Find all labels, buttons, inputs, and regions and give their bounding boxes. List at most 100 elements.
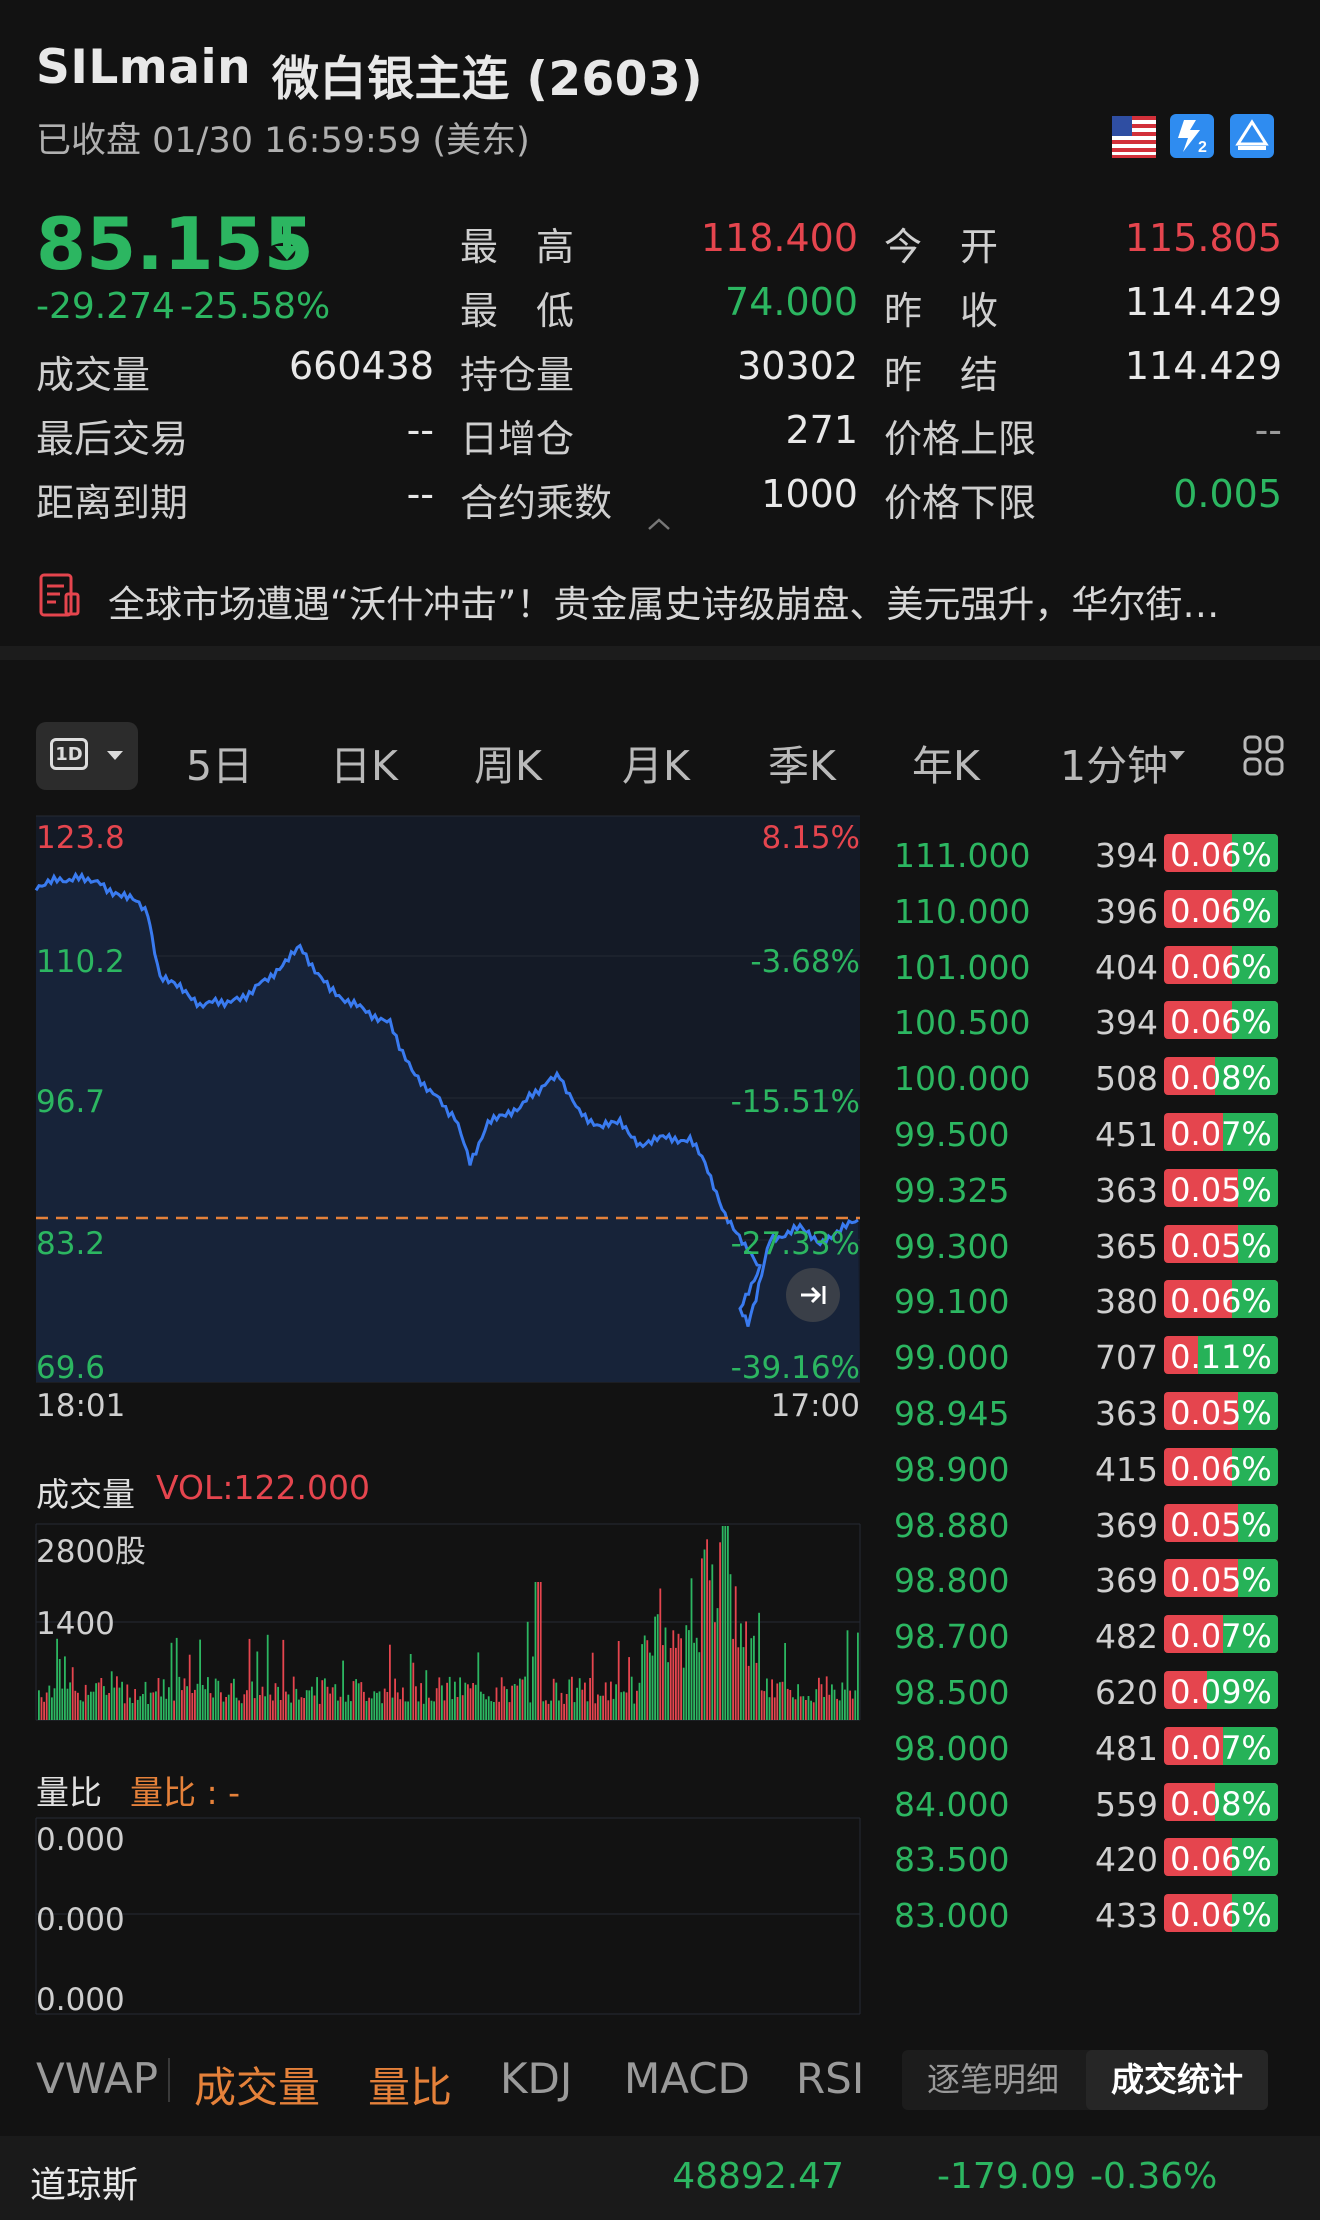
trade-stat-price: 100.500 (894, 1003, 1031, 1043)
volume-bar (818, 1677, 820, 1720)
volume-bar (589, 1678, 591, 1720)
volume-bar (615, 1684, 617, 1720)
trade-stat-price: 99.000 (894, 1338, 1010, 1378)
volume-bar (578, 1678, 581, 1720)
trade-stat-row: 83.000 433 0.06% (880, 1890, 1290, 1938)
tab-kdj[interactable]: KDJ (500, 2054, 573, 2103)
volume-bar (389, 1644, 391, 1720)
collapse-arrow-icon[interactable] (646, 516, 672, 536)
tab-monthly-k[interactable]: 月K (622, 742, 690, 790)
tab-volume-ratio[interactable]: 量比 (368, 2063, 453, 2112)
ratio-chart[interactable] (0, 1814, 870, 2018)
volume-bar (259, 1695, 261, 1720)
volume-bar (264, 1696, 266, 1720)
volume-bar (766, 1678, 768, 1720)
volume-bar (656, 1614, 659, 1720)
volume-bar (448, 1676, 451, 1720)
ticker-change: -179.09 (937, 2156, 1076, 2197)
volume-bar (235, 1697, 238, 1720)
period-selector[interactable]: 1D (36, 722, 138, 790)
volume-bar (238, 1700, 240, 1720)
volume-bar (363, 1691, 365, 1720)
tab-quarterly-k[interactable]: 季K (768, 742, 836, 790)
exchange-icon[interactable] (1230, 114, 1274, 158)
tab-trade-stats[interactable]: 成交统计 (1086, 2050, 1268, 2110)
trade-stat-pct: 0.06% (1170, 836, 1272, 872)
tab-rsi[interactable]: RSI (796, 2054, 865, 2103)
stat-value-open: 115.805 (1124, 216, 1282, 260)
tab-weekly-k[interactable]: 周K (474, 742, 542, 790)
volume-bar (677, 1633, 680, 1720)
volume-bar (654, 1616, 656, 1720)
section-divider (0, 646, 1320, 660)
volume-bar (162, 1679, 165, 1720)
volume-bar (147, 1704, 149, 1720)
jump-to-latest-icon[interactable] (786, 1268, 840, 1322)
volume-bar (456, 1697, 459, 1720)
price-chart[interactable] (0, 810, 870, 1430)
trade-stat-row: 98.700 482 0.07% (880, 1611, 1290, 1659)
volume-bar (251, 1681, 253, 1720)
volume-bar (209, 1693, 212, 1720)
volume-bar (472, 1683, 474, 1720)
volume-bar (586, 1701, 589, 1720)
tab-macd[interactable]: MACD (624, 2054, 750, 2103)
volume-bar (129, 1697, 131, 1720)
trade-stat-price: 100.000 (894, 1059, 1031, 1099)
level2-icon[interactable]: 2 (1170, 114, 1214, 158)
trade-stat-bar-fill (1223, 1113, 1278, 1151)
trade-stat-bar-fill (1238, 1224, 1278, 1263)
index-ticker-bar[interactable]: 道琼斯 48892.47 -179.09 -0.36% (0, 2136, 1320, 2220)
volume-chart[interactable] (0, 1520, 870, 1726)
volume-bar (513, 1684, 516, 1720)
volume-bar (797, 1684, 799, 1720)
tab-daily-k[interactable]: 日K (330, 742, 398, 790)
volume-bar (537, 1582, 539, 1720)
volume-bar (758, 1612, 760, 1720)
tab-volume[interactable]: 成交量 (194, 2063, 321, 2112)
volume-bar (459, 1677, 461, 1720)
trade-stat-bar: 0.08% (1164, 1782, 1278, 1821)
volume-bar (103, 1686, 105, 1720)
volume-bar (149, 1692, 152, 1720)
volume-bar (773, 1697, 776, 1720)
volume-bar (693, 1642, 695, 1720)
volume-bar (282, 1639, 285, 1720)
trade-stat-bar: 0.08% (1164, 1057, 1278, 1096)
trade-stat-row: 100.000 508 0.08% (880, 1053, 1290, 1101)
volume-bar (552, 1678, 555, 1720)
volume-bar (854, 1690, 857, 1720)
volume-bar (493, 1702, 495, 1720)
trade-stat-pct: 0.06% (1170, 1840, 1272, 1877)
trade-stat-bar-fill (1238, 1392, 1278, 1430)
tab-1min[interactable]: 1分钟 (1060, 742, 1169, 790)
tab-tick-detail[interactable]: 逐笔明细 (927, 2060, 1059, 2099)
volume-bar (659, 1588, 662, 1720)
volume-bar (490, 1701, 493, 1720)
tab-vwap[interactable]: VWAP (36, 2054, 159, 2103)
tab-5day[interactable]: 5日 (186, 742, 254, 790)
trade-stat-bar-fill (1232, 945, 1278, 984)
tab-yearly-k[interactable]: 年K (912, 742, 980, 790)
volume-bar (792, 1697, 794, 1720)
volume-bar (584, 1682, 586, 1720)
trade-stat-row: 98.500 620 0.09% (880, 1667, 1290, 1715)
volume-bar (108, 1693, 110, 1720)
volume-bar (342, 1660, 344, 1720)
volume-bar (763, 1691, 766, 1720)
volume-bar (477, 1652, 480, 1720)
volume-bar (404, 1701, 407, 1720)
volume-bar (680, 1638, 682, 1720)
volume-bar (727, 1526, 729, 1720)
volume-bar (391, 1697, 394, 1720)
trade-stat-pct: 0.06% (1170, 1896, 1272, 1933)
news-headline[interactable]: 全球市场遭遇“沃什冲击”！贵金属史诗级崩盘、美元强升，华尔街… (108, 583, 1220, 626)
volume-bar (685, 1625, 688, 1720)
us-flag-icon[interactable] (1112, 116, 1156, 158)
volume-bar (230, 1683, 233, 1720)
grid-icon[interactable] (1242, 734, 1286, 782)
trade-stat-bar: 0.06% (1164, 1838, 1278, 1877)
price-area (36, 874, 860, 1382)
y-left-label: 110.2 (36, 944, 125, 980)
volume-bar (61, 1688, 64, 1720)
